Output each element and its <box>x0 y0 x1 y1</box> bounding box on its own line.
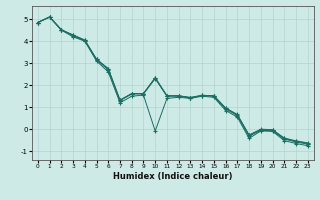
X-axis label: Humidex (Indice chaleur): Humidex (Indice chaleur) <box>113 172 233 181</box>
